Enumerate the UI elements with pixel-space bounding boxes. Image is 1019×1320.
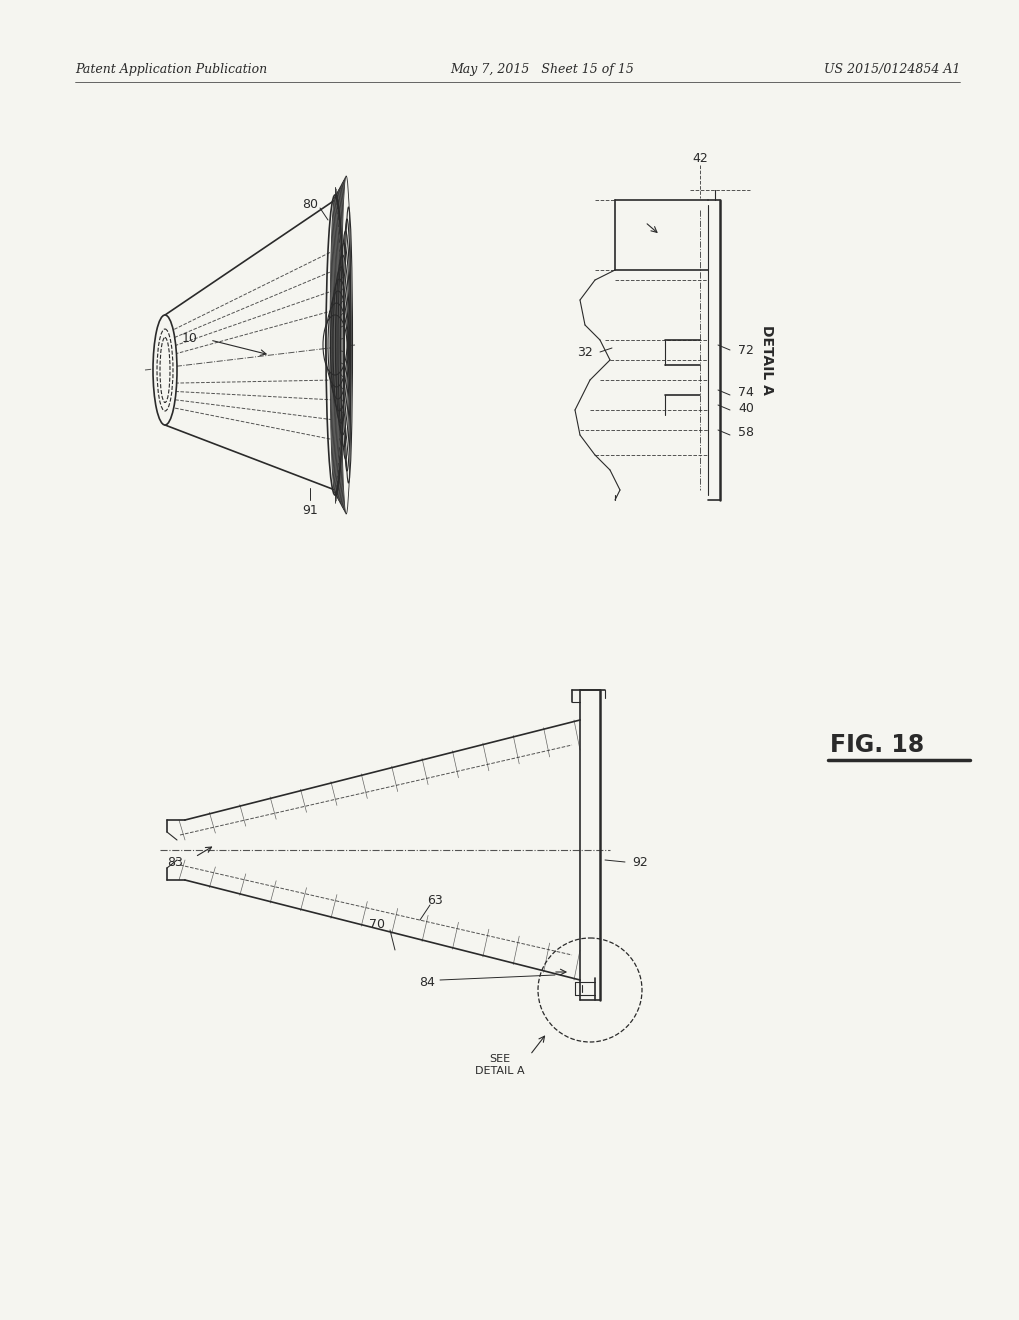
Text: 32: 32	[577, 346, 592, 359]
Ellipse shape	[339, 180, 350, 511]
Ellipse shape	[331, 194, 341, 496]
Ellipse shape	[340, 177, 351, 512]
Ellipse shape	[338, 181, 348, 510]
Ellipse shape	[330, 197, 339, 492]
Text: 84: 84	[419, 977, 434, 990]
Ellipse shape	[153, 315, 177, 425]
Text: 91: 91	[302, 503, 318, 516]
Text: SEE
DETAIL A: SEE DETAIL A	[475, 1055, 525, 1076]
Text: DETAIL A: DETAIL A	[759, 325, 773, 395]
Ellipse shape	[335, 186, 345, 503]
Text: May 7, 2015   Sheet 15 of 15: May 7, 2015 Sheet 15 of 15	[449, 63, 633, 77]
Text: 72: 72	[738, 343, 753, 356]
Ellipse shape	[330, 195, 340, 495]
Text: 80: 80	[302, 198, 318, 210]
Ellipse shape	[337, 182, 347, 508]
Ellipse shape	[333, 191, 342, 499]
Ellipse shape	[341, 176, 351, 513]
Text: 10: 10	[181, 331, 198, 345]
Ellipse shape	[334, 187, 344, 502]
Text: FIG. 18: FIG. 18	[829, 733, 923, 756]
Ellipse shape	[336, 185, 346, 506]
Text: US 2015/0124854 A1: US 2015/0124854 A1	[822, 63, 959, 77]
Text: 92: 92	[632, 855, 647, 869]
Text: 58: 58	[738, 426, 753, 440]
Text: 74: 74	[738, 387, 753, 400]
Ellipse shape	[337, 183, 346, 507]
Text: Patent Application Publication: Patent Application Publication	[75, 63, 267, 77]
Text: 63: 63	[427, 894, 442, 907]
Text: 70: 70	[369, 919, 384, 932]
Ellipse shape	[333, 190, 343, 500]
Ellipse shape	[332, 193, 342, 498]
Text: 83: 83	[167, 855, 182, 869]
Text: 42: 42	[692, 152, 707, 165]
Text: 40: 40	[738, 401, 753, 414]
